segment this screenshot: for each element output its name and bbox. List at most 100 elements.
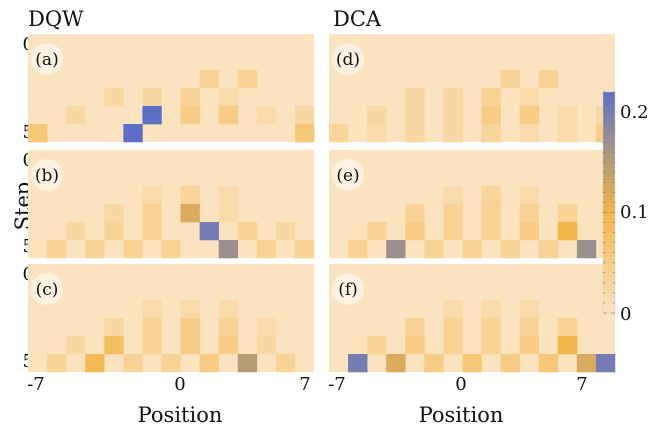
heatmap-cell xyxy=(595,354,616,373)
heatmap-cell xyxy=(329,124,349,143)
heatmap-cell xyxy=(519,300,540,319)
heatmap-cell xyxy=(180,186,200,205)
heatmap-cell xyxy=(367,124,387,143)
heatmap-cell xyxy=(443,318,463,337)
heatmap-cell xyxy=(557,124,578,143)
heatmap-cell xyxy=(443,88,463,107)
heatmap-cell xyxy=(443,124,463,143)
heatmap-cell xyxy=(481,88,501,107)
heatmap-cell xyxy=(576,354,597,373)
heatmap-cell xyxy=(481,186,501,205)
panel-label-badge xyxy=(332,159,364,191)
heatmap-cell xyxy=(180,318,200,337)
heatmap-cell xyxy=(405,88,425,107)
heatmap-cell xyxy=(256,318,277,337)
heatmap-cell xyxy=(294,240,315,259)
heatmap-cell xyxy=(538,240,559,259)
heatmap-cell xyxy=(104,88,124,107)
heatmap-cell xyxy=(538,70,559,89)
heatmap-cell xyxy=(557,336,578,355)
panel-label: (f) xyxy=(338,280,358,300)
panel-c: (c) xyxy=(28,264,314,373)
heatmap-cell xyxy=(443,222,463,241)
x-tick-left-min: -7 xyxy=(27,374,45,395)
heatmap-cell xyxy=(405,204,425,223)
panel-f: (f) xyxy=(329,264,616,373)
heatmap-cell xyxy=(142,88,162,107)
heatmap-cell xyxy=(519,336,540,355)
heatmap-cell xyxy=(519,222,540,241)
heatmap-cell xyxy=(424,240,444,259)
heatmap-cell xyxy=(199,354,219,373)
heatmap-cell xyxy=(557,204,578,223)
heatmap-cell xyxy=(500,70,520,89)
heatmap-cell xyxy=(142,106,162,125)
heatmap-cell xyxy=(294,124,315,143)
panel-label-badge xyxy=(332,273,364,305)
heatmap-cell xyxy=(519,318,540,337)
heatmap-cell xyxy=(256,106,277,125)
heatmap-cell xyxy=(443,300,463,319)
heatmap-cell xyxy=(481,318,501,337)
panel-label: (b) xyxy=(35,166,59,186)
panel-label-badge xyxy=(31,159,63,191)
heatmap-cell xyxy=(519,106,540,125)
heatmap-cell xyxy=(218,88,239,107)
heatmap-cell xyxy=(218,204,239,223)
heatmap-cell xyxy=(500,354,520,373)
heatmap-cell xyxy=(424,354,444,373)
heatmap-cell xyxy=(348,354,368,373)
colorbar-minor-ticks xyxy=(603,91,615,314)
heatmap-cell xyxy=(348,240,368,259)
heatmap-cell xyxy=(275,222,296,241)
heatmap-panels: (a) (b) (c) (d) (e) (f) xyxy=(28,34,616,373)
heatmap-cell xyxy=(218,336,239,355)
column-title-dqw: DQW xyxy=(28,7,84,31)
heatmap-cell xyxy=(180,106,200,125)
heatmap-cell xyxy=(28,124,48,143)
heatmap-cell xyxy=(481,336,501,355)
heatmap-cell xyxy=(405,106,425,125)
heatmap-cell xyxy=(576,240,597,259)
heatmap-cell xyxy=(47,354,67,373)
heatmap-cell xyxy=(519,204,540,223)
panel-label: (c) xyxy=(36,280,59,300)
panel-label: (d) xyxy=(336,50,360,70)
panel-e: (e) xyxy=(329,150,615,259)
heatmap-cell xyxy=(443,106,463,125)
heatmap-cell xyxy=(519,186,540,205)
heatmap-cell xyxy=(218,240,239,259)
heatmap-cell xyxy=(123,240,143,259)
heatmap-cell xyxy=(405,318,425,337)
heatmap-cell xyxy=(85,240,105,259)
heatmap-cell xyxy=(481,300,501,319)
heatmap-cell xyxy=(218,186,239,205)
column-title-dca: DCA xyxy=(333,7,382,31)
heatmap-cell xyxy=(557,106,578,125)
heatmap-cell xyxy=(367,336,387,355)
heatmap-cell xyxy=(443,204,463,223)
heatmap-cell xyxy=(199,222,219,241)
heatmap-cell xyxy=(405,336,425,355)
heatmap-cell xyxy=(275,354,296,373)
x-tick-left-zero: 0 xyxy=(174,374,185,395)
heatmap-cell xyxy=(85,354,105,373)
panel-label-badge xyxy=(31,273,63,305)
heatmap-cell xyxy=(237,354,258,373)
heatmap-cell xyxy=(218,300,239,319)
panel-label: (a) xyxy=(35,50,58,70)
x-tick-right-min: -7 xyxy=(328,374,346,395)
heatmap-cell xyxy=(500,240,520,259)
heatmap-cell xyxy=(386,354,406,373)
heatmap-cell xyxy=(180,204,200,223)
heatmap-cell xyxy=(199,70,219,89)
heatmap-cell xyxy=(161,354,181,373)
heatmap-cell xyxy=(538,354,559,373)
heatmap-cell xyxy=(367,106,387,125)
heatmap-cell xyxy=(142,300,162,319)
heatmap-cell xyxy=(142,222,162,241)
x-axis-label-right: Position xyxy=(419,403,504,427)
heatmap-cell xyxy=(256,336,277,355)
heatmap-cell xyxy=(386,240,406,259)
heatmap-cell xyxy=(218,106,239,125)
